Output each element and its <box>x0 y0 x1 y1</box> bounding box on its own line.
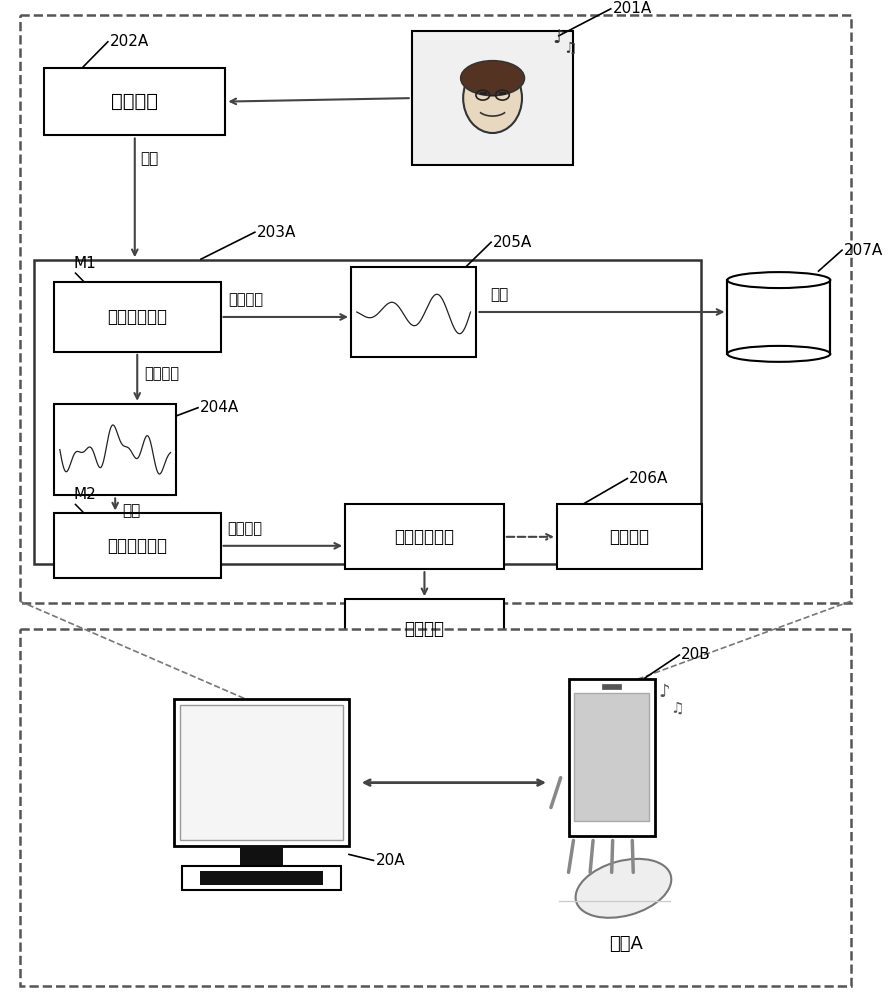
Text: 音频类型: 音频类型 <box>404 620 444 638</box>
Text: 存储: 存储 <box>490 287 509 302</box>
Text: M1: M1 <box>74 256 96 271</box>
Bar <box>345 599 504 659</box>
Text: 文本识别结果: 文本识别结果 <box>395 528 454 546</box>
Bar <box>54 282 220 352</box>
Text: 203A: 203A <box>257 225 296 240</box>
Text: 205A: 205A <box>493 235 533 250</box>
Bar <box>412 31 573 165</box>
Bar <box>602 684 621 689</box>
Text: 文本识别: 文本识别 <box>228 521 262 536</box>
Text: ♫: ♫ <box>564 41 577 56</box>
Text: M2: M2 <box>74 487 96 502</box>
Bar <box>200 871 324 885</box>
Text: 201A: 201A <box>613 1 652 16</box>
Text: 207A: 207A <box>844 243 884 258</box>
Ellipse shape <box>727 272 830 288</box>
Text: 声乐分离模型: 声乐分离模型 <box>108 308 167 326</box>
Ellipse shape <box>461 61 525 96</box>
Bar <box>569 679 655 836</box>
Bar <box>182 866 341 890</box>
Bar <box>240 846 284 866</box>
Text: 204A: 204A <box>200 400 239 415</box>
Text: 音频数据: 音频数据 <box>111 92 158 111</box>
Text: 用户A: 用户A <box>610 935 644 953</box>
Bar <box>20 629 851 986</box>
Bar <box>174 699 349 846</box>
Text: ♪: ♪ <box>552 28 565 47</box>
Text: 206A: 206A <box>629 471 669 486</box>
Text: 声乐分离: 声乐分离 <box>228 292 263 307</box>
Bar <box>345 504 504 569</box>
Bar <box>54 513 220 578</box>
Text: 语音识别模型: 语音识别模型 <box>108 537 167 555</box>
Text: 声乐分离: 声乐分离 <box>144 366 179 381</box>
Bar <box>44 68 226 135</box>
Text: 20B: 20B <box>681 647 711 662</box>
Bar <box>728 280 829 354</box>
Bar <box>35 260 701 564</box>
Text: 输入: 输入 <box>140 151 159 166</box>
Text: 20A: 20A <box>375 853 405 868</box>
Ellipse shape <box>575 859 671 918</box>
Bar <box>557 504 701 569</box>
Bar <box>20 15 851 603</box>
Bar <box>351 267 477 357</box>
Text: 202A: 202A <box>109 34 149 49</box>
Bar <box>54 404 176 495</box>
Ellipse shape <box>727 346 830 362</box>
Text: ♪: ♪ <box>659 683 670 701</box>
Ellipse shape <box>463 63 522 133</box>
Text: 输入: 输入 <box>122 503 140 518</box>
Bar <box>180 705 343 840</box>
Bar <box>574 693 649 821</box>
Text: ♫: ♫ <box>670 701 685 716</box>
Text: 文本信息: 文本信息 <box>609 528 649 546</box>
